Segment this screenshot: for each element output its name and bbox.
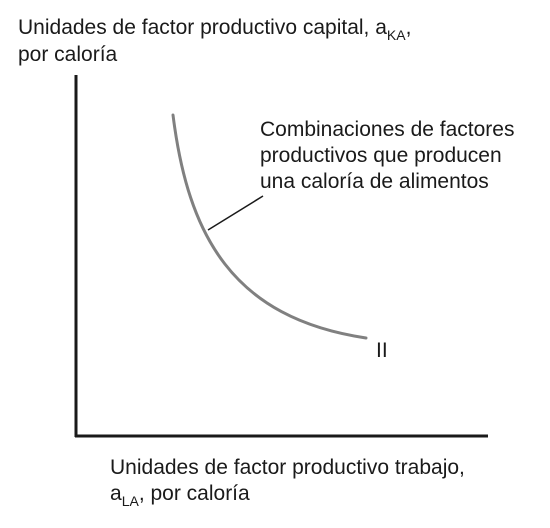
x-axis-label-suffix: , por caloría [138,482,250,505]
annotation-line-2: productivos que producen [260,144,502,167]
annotation-pointer-line [207,195,264,231]
y-axis-label-line1: Unidades de factor productivo capital, a… [18,15,412,43]
y-axis-label-text: Unidades de factor productivo capital, a [18,16,387,39]
isoquant-curve [171,113,368,340]
curve-annotation: Combinaciones de factores productivos qu… [260,117,514,195]
y-axis-label-line2: por caloría [18,43,118,66]
x-axis-label-subscript: LA [121,493,139,509]
x-axis-label-line2: aLA, por caloría [110,481,465,509]
y-axis-label-comma: , [405,16,412,39]
x-axis-label-symbol: a [110,482,122,505]
x-axis-label: Unidades de factor productivo trabajo, a… [110,455,465,509]
curve-label: II [376,339,388,362]
annotation-line-1: Combinaciones de factores [260,118,515,141]
y-axis-label: Unidades de factor productivo capital, a… [18,15,411,68]
annotation-line-3: una caloría de alimentos [260,170,489,193]
y-axis-label-subscript: KA [386,27,406,43]
x-axis-label-line1: Unidades de factor productivo trabajo, [110,456,465,479]
